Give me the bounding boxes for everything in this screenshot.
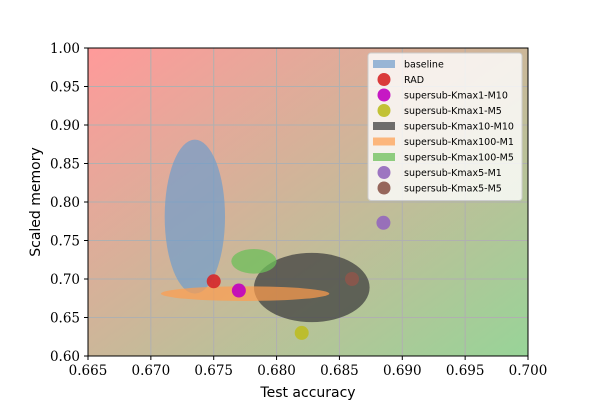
x-tick-label: 0.700	[509, 363, 548, 379]
y-axis-label: Scaled memory	[28, 147, 44, 257]
y-tick-label: 0.85	[50, 157, 80, 173]
legend-marker	[377, 181, 391, 195]
legend-label: supersub-Kmax100-M1	[404, 137, 514, 148]
legend-marker	[377, 73, 391, 86]
x-axis-ticks: 0.665 0.670 0.675 0.680 0.685 0.690 0.695 0.700	[69, 356, 548, 379]
legend-label: supersub-Kmax5-M1	[404, 168, 502, 179]
supersub-kmax10-m10-ellipse	[253, 252, 370, 323]
ellipse-layer	[160, 139, 370, 323]
x-tick-label: 0.685	[320, 363, 359, 379]
legend-box	[367, 52, 523, 201]
y-tick-label: 0.95	[50, 80, 80, 96]
rad-marker	[206, 274, 221, 289]
marker-layer	[206, 215, 391, 340]
legend-label: supersub-Kmax1-M10	[404, 91, 508, 102]
x-axis-label: Test accuracy	[259, 385, 355, 400]
y-axis-ticks: 0.60 0.65 0.70 0.75 0.80 0.85 0.90 0.95 1.00	[50, 41, 88, 365]
supersub-kmax100-m5-ellipse	[231, 248, 277, 274]
legend-label: supersub-Kmax10-M10	[404, 122, 514, 133]
legend-swatch	[373, 153, 395, 161]
legend-swatch	[373, 60, 395, 68]
x-tick-label: 0.675	[194, 363, 233, 379]
y-tick-label: 0.75	[50, 234, 80, 250]
legend-label: supersub-Kmax1-M5	[404, 106, 502, 117]
supersub-kmax5-m5-marker	[345, 272, 359, 286]
legend-label: supersub-Kmax5-M5	[404, 184, 502, 195]
x-tick-label: 0.670	[132, 363, 171, 379]
baseline-ellipse	[164, 139, 226, 294]
legend-label: RAD	[404, 75, 424, 86]
y-tick-label: 0.90	[50, 118, 80, 134]
supersub-kmax5-m1-marker	[376, 215, 391, 230]
supersub-kmax1-m5-marker	[294, 325, 309, 340]
legend-swatch	[373, 137, 395, 146]
legend-marker	[377, 166, 391, 179]
legend-marker	[377, 88, 391, 102]
legend: baseline RAD supersub-Kmax1-M10 supersub-Km…	[367, 52, 523, 201]
y-tick-label: 0.65	[50, 311, 80, 327]
x-tick-label: 0.695	[446, 363, 485, 379]
legend-swatch	[373, 122, 395, 130]
x-tick-label: 0.680	[257, 363, 296, 379]
y-tick-label: 0.60	[50, 349, 80, 365]
y-tick-label: 0.70	[50, 272, 80, 288]
y-tick-label: 1.00	[50, 41, 80, 57]
legend-label: supersub-Kmax100-M5	[404, 153, 514, 164]
legend-marker	[377, 104, 391, 117]
supersub-kmax1-m10-marker	[231, 283, 246, 298]
x-tick-label: 0.690	[383, 363, 422, 379]
legend-label: baseline	[404, 60, 444, 71]
x-tick-label: 0.665	[69, 363, 108, 379]
y-tick-label: 0.80	[50, 195, 80, 211]
